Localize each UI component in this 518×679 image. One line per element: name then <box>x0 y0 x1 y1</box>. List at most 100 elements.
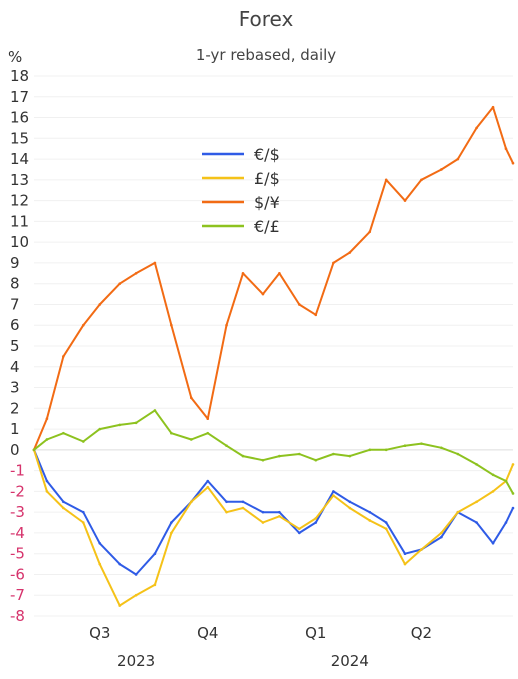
x-quarter-label: Q3 <box>89 624 110 642</box>
chart-subtitle: 1-yr rebased, daily <box>196 46 336 64</box>
y-tick-label: -3 <box>10 503 25 521</box>
data-point <box>491 473 495 477</box>
data-point <box>440 446 443 450</box>
data-point <box>118 604 122 607</box>
y-tick-label: -7 <box>10 586 25 604</box>
data-point <box>456 157 460 161</box>
data-point <box>206 479 210 483</box>
data-point <box>225 510 228 514</box>
y-tick-label: 8 <box>10 275 20 293</box>
data-point <box>62 500 65 504</box>
data-point <box>225 500 228 504</box>
y-axis-label: % <box>8 48 22 66</box>
data-point <box>403 444 407 447</box>
data-point <box>504 479 508 483</box>
data-point <box>170 521 173 524</box>
data-point <box>440 535 443 539</box>
data-point <box>82 510 85 514</box>
data-point <box>118 282 122 285</box>
data-point <box>348 500 352 504</box>
data-point <box>134 573 138 576</box>
data-point <box>504 147 508 150</box>
y-tick-label: 3 <box>10 379 20 397</box>
data-point <box>348 251 352 254</box>
data-point <box>491 105 495 109</box>
y-tick-label: 17 <box>10 88 29 106</box>
data-point <box>118 562 122 566</box>
data-point <box>261 458 265 462</box>
y-tick-label: 15 <box>10 129 29 147</box>
y-tick-label: 5 <box>10 337 20 355</box>
data-point <box>440 168 443 171</box>
data-point <box>190 396 193 400</box>
data-point <box>170 323 173 327</box>
data-point <box>384 448 388 452</box>
data-point <box>82 440 85 443</box>
series-line <box>33 409 514 494</box>
data-point <box>332 494 335 497</box>
data-point <box>403 199 407 202</box>
y-tick-label: -2 <box>10 482 25 500</box>
data-point <box>225 323 228 327</box>
data-point <box>368 230 372 234</box>
data-point <box>475 463 478 466</box>
data-point <box>62 355 65 358</box>
y-tick-label: 0 <box>10 441 20 459</box>
y-tick-label: -4 <box>10 524 25 542</box>
data-point <box>511 506 515 510</box>
data-point <box>82 521 85 524</box>
data-point <box>298 303 301 306</box>
data-point <box>98 303 102 306</box>
data-point <box>475 521 478 524</box>
data-point <box>153 583 157 587</box>
data-point <box>511 161 515 165</box>
data-point <box>475 126 478 130</box>
data-point <box>368 510 372 514</box>
data-point <box>368 448 372 452</box>
data-point <box>241 272 245 275</box>
y-tick-label: 13 <box>10 171 29 189</box>
data-point <box>45 479 49 483</box>
data-point <box>456 510 460 514</box>
y-tick-label: 12 <box>10 192 29 210</box>
data-point <box>278 272 281 275</box>
data-point <box>368 519 372 522</box>
y-tick-label: 2 <box>10 399 20 417</box>
data-point <box>504 521 508 524</box>
y-tick-label: -8 <box>10 607 25 625</box>
data-point <box>241 454 245 458</box>
data-point <box>98 562 102 566</box>
data-point <box>384 521 388 524</box>
data-point <box>153 409 157 412</box>
data-point <box>511 492 515 495</box>
legend-label: €/£ <box>254 217 280 236</box>
y-tick-label: 6 <box>10 316 20 334</box>
data-point <box>134 593 138 597</box>
x-quarter-label: Q2 <box>411 624 432 642</box>
data-point <box>314 517 318 520</box>
chart-title: Forex <box>239 7 294 31</box>
data-point <box>153 261 157 265</box>
data-point <box>332 261 335 265</box>
y-tick-label: -5 <box>10 545 25 563</box>
legend-label: £/$ <box>254 169 280 188</box>
data-point <box>314 521 318 524</box>
data-point <box>348 506 352 510</box>
data-point <box>134 272 138 275</box>
data-point <box>475 500 478 504</box>
data-point <box>225 444 228 447</box>
data-point <box>491 490 495 493</box>
data-point <box>170 431 173 435</box>
legend-label: $/¥ <box>254 193 280 212</box>
y-tick-label: 16 <box>10 109 29 127</box>
data-point <box>241 500 245 504</box>
data-point <box>298 531 301 535</box>
legend: €/$ £/$ $/¥ €/£ <box>202 145 280 236</box>
x-quarter-label: Q1 <box>305 624 326 642</box>
data-point <box>153 552 157 555</box>
y-tick-label: 14 <box>10 150 29 168</box>
y-axis-ticks: 1817161514131211109876543210-1-2-3-4-5-6… <box>10 67 29 625</box>
x-year-label: 2023 <box>117 652 155 670</box>
data-point <box>403 552 407 555</box>
